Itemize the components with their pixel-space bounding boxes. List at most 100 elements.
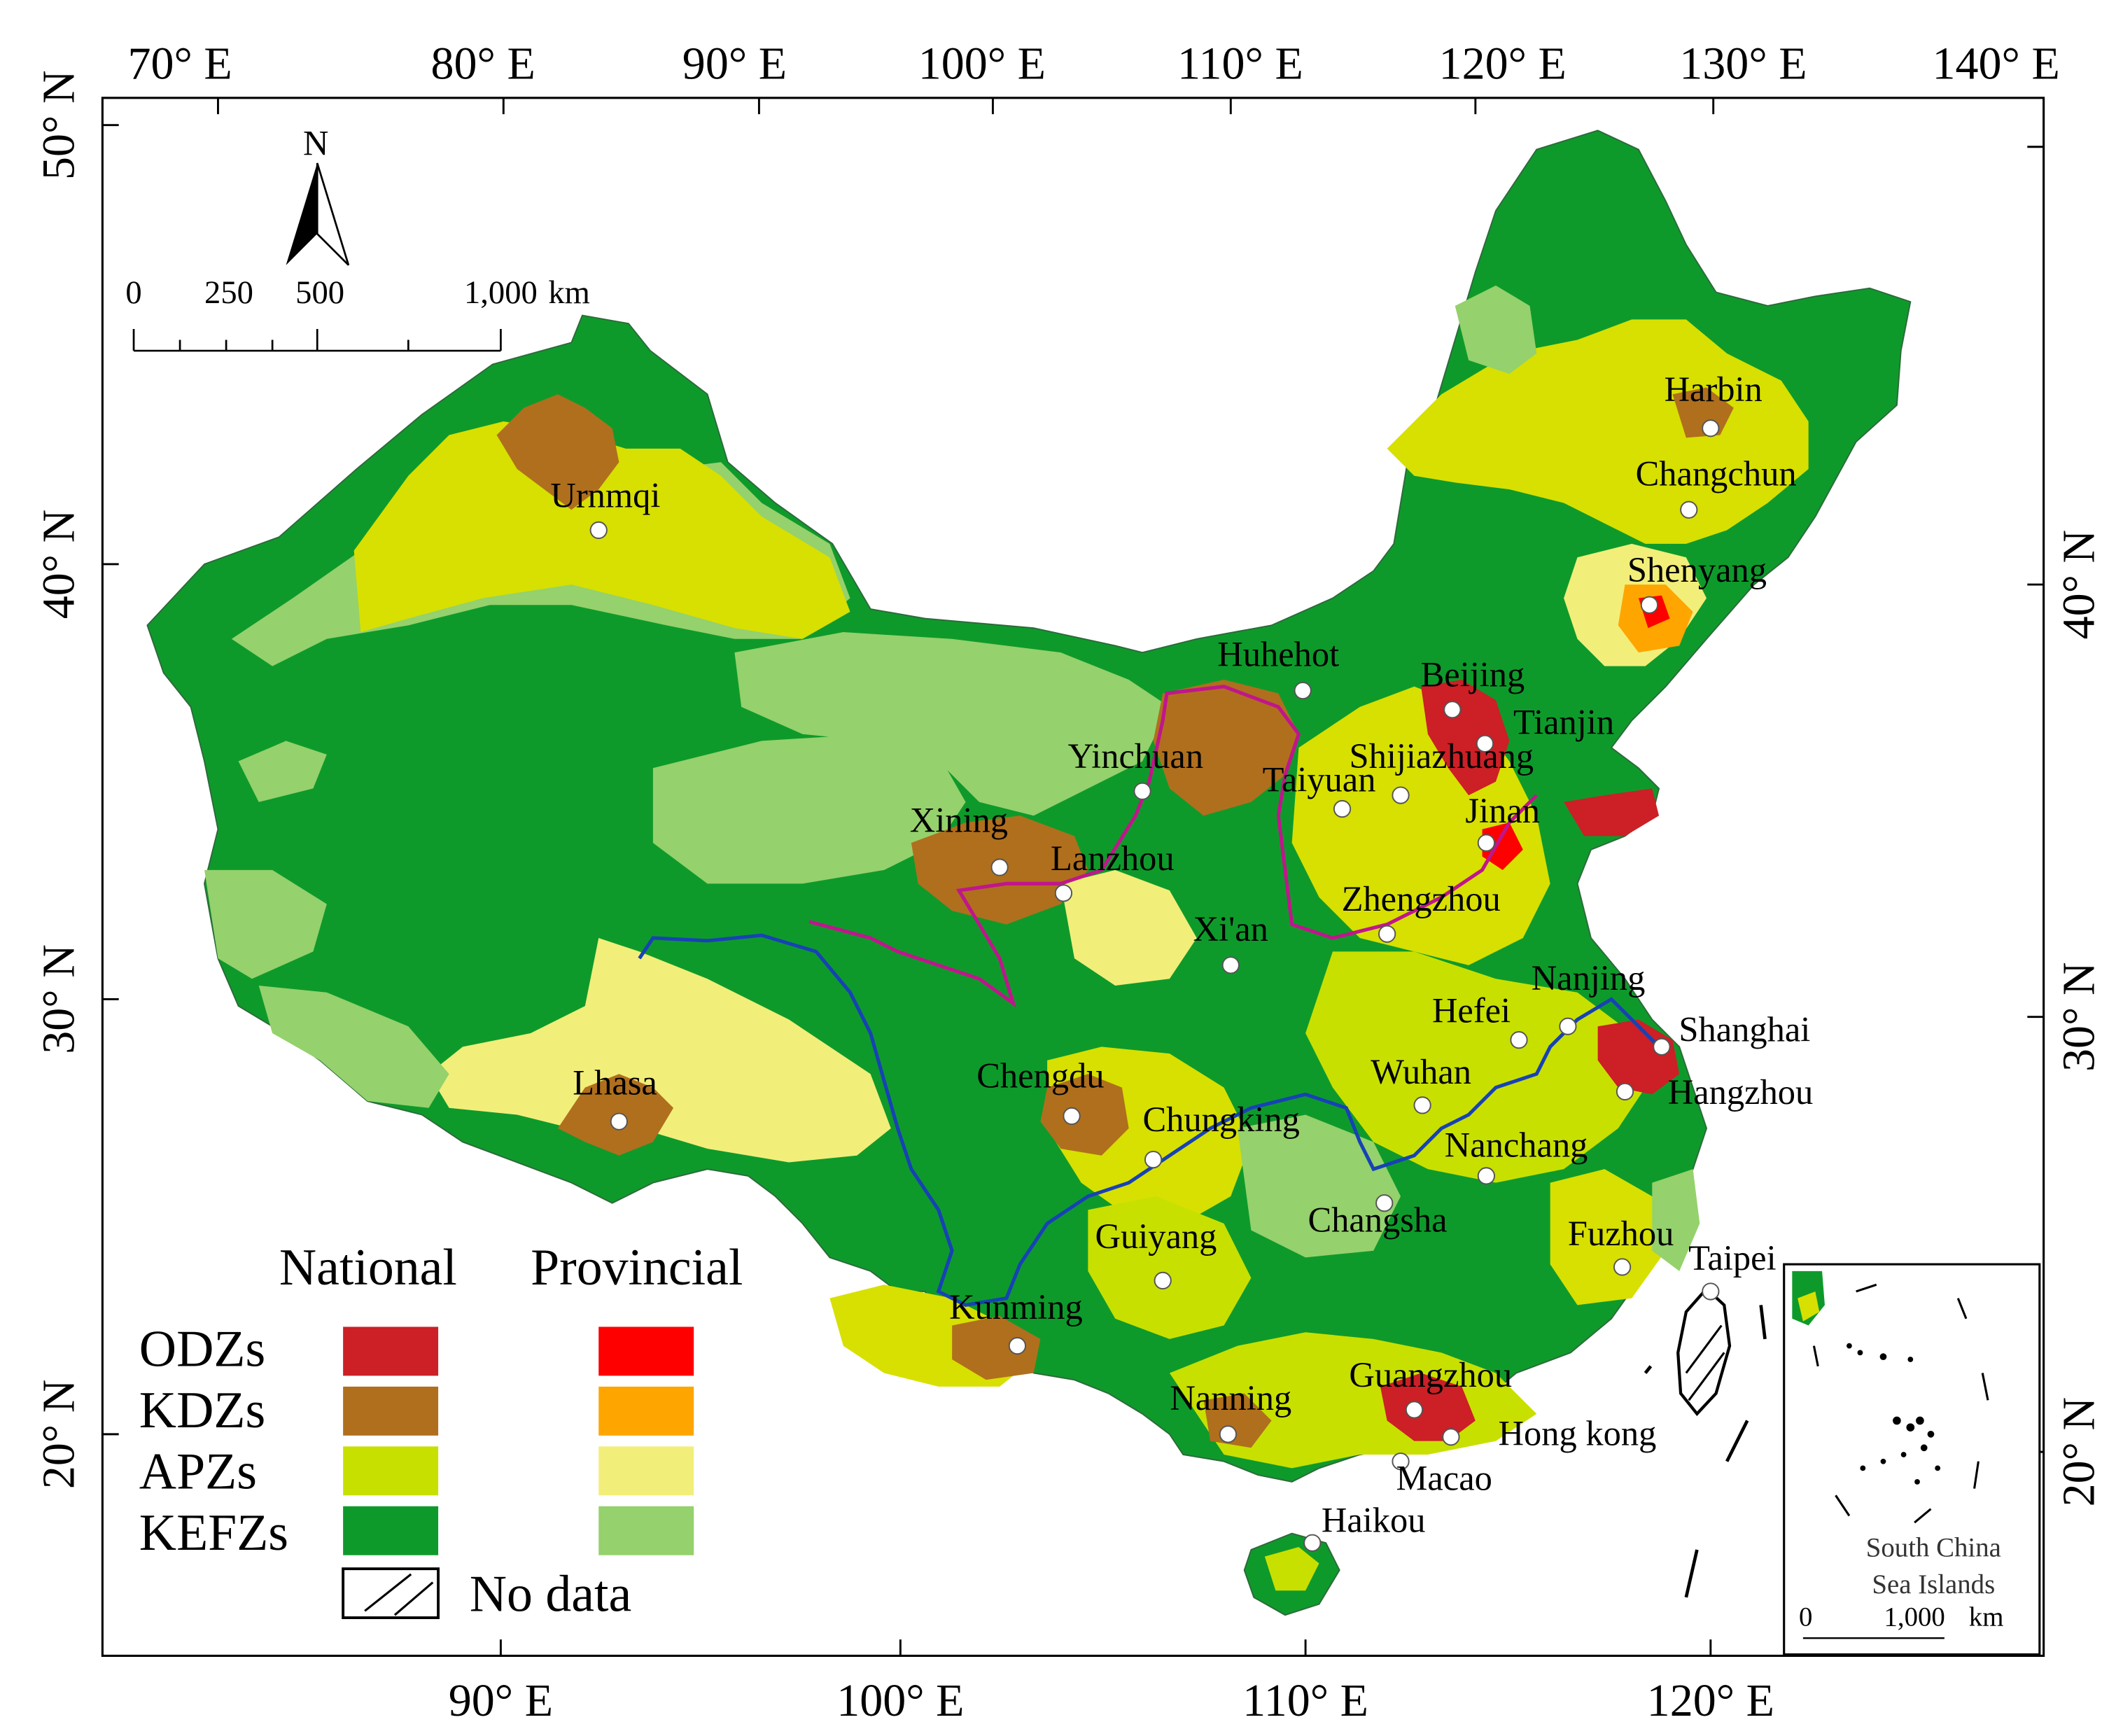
legend-swatch-odz-national bbox=[343, 1326, 439, 1376]
top-tick-label: 80° E bbox=[431, 38, 535, 90]
taiwan-no-data bbox=[1676, 1287, 1732, 1416]
zone-kdz-urumqi bbox=[496, 394, 619, 510]
city-label: Fuzhou bbox=[1568, 1214, 1674, 1253]
island-dot bbox=[1860, 1465, 1866, 1471]
legend-swatch-kefz-provincial bbox=[598, 1506, 694, 1555]
bottom-tick-label: 90° E bbox=[449, 1675, 553, 1726]
no-data-hatch bbox=[393, 1581, 434, 1616]
city-marker bbox=[1702, 419, 1720, 438]
city-label: Changchun bbox=[1636, 454, 1797, 493]
inset-dash bbox=[1812, 1345, 1819, 1367]
city-jinan: Jinan bbox=[1465, 791, 1540, 852]
city-label: Xi'an bbox=[1193, 909, 1268, 948]
city-nanjing: Nanjing bbox=[1532, 958, 1645, 1035]
city-marker bbox=[1392, 786, 1410, 804]
inset-coast-fragment-yellow bbox=[1798, 1291, 1820, 1322]
scale-tick-label: 1,000 bbox=[464, 274, 538, 311]
top-tick-label: 120° E bbox=[1439, 38, 1567, 90]
city-label: Lhasa bbox=[573, 1063, 657, 1102]
top-tick-label: 90° E bbox=[682, 38, 787, 90]
left-axis: 50° N 40° N 30° N 20° N bbox=[34, 70, 85, 1489]
inset-frame bbox=[1783, 1263, 2041, 1656]
city-marker bbox=[1378, 925, 1396, 943]
zone-apz-national-central-east bbox=[1305, 951, 1646, 1183]
city-changchun: Changchun bbox=[1636, 454, 1797, 519]
city-zhengzhou: Zhengzhou bbox=[1342, 879, 1501, 943]
legend-swatch-apz-national bbox=[343, 1446, 439, 1496]
city-haikou: Haikou bbox=[1303, 1501, 1426, 1552]
city-label: Guiyang bbox=[1095, 1217, 1217, 1256]
maritime-boundary-segments bbox=[1644, 1305, 1767, 1598]
zone-kdz-kunming bbox=[952, 1315, 1041, 1380]
left-tick-label: 30° N bbox=[34, 944, 85, 1054]
city-label: Beijing bbox=[1421, 655, 1525, 694]
island-dot bbox=[1906, 1423, 1915, 1432]
city-marker bbox=[1680, 500, 1698, 519]
city-marker bbox=[1144, 1150, 1163, 1169]
city-shenyang: Shenyang bbox=[1627, 550, 1767, 614]
city-marker bbox=[589, 521, 608, 540]
legend-row-label: ODZs bbox=[139, 1320, 265, 1378]
zone-kefz-provincial-tarim-west bbox=[204, 869, 327, 979]
inset-dash bbox=[1835, 1494, 1851, 1517]
city-marker bbox=[1653, 1037, 1671, 1056]
city-marker bbox=[1133, 782, 1151, 800]
inset-title-line-1: South China bbox=[1866, 1533, 2001, 1563]
bottom-axis-tick-marks bbox=[499, 1639, 1712, 1656]
city-shijiazhuang: Shijiazhuang bbox=[1350, 736, 1534, 804]
city-macao: Macao bbox=[1392, 1452, 1492, 1497]
city-marker bbox=[1008, 1337, 1027, 1355]
city-marker bbox=[1702, 1282, 1720, 1301]
no-data-hatch bbox=[364, 1573, 412, 1612]
legend-row-label: KDZs bbox=[139, 1381, 265, 1438]
city-label: Taipei bbox=[1688, 1238, 1776, 1278]
scale-tick-label: 500 bbox=[295, 274, 344, 311]
bottom-tick-label: 100° E bbox=[836, 1675, 964, 1726]
city-hangzhou: Hangzhou bbox=[1616, 1072, 1813, 1112]
bottom-tick-label: 120° E bbox=[1647, 1675, 1774, 1726]
city-label: Hefei bbox=[1432, 990, 1511, 1030]
city-label: Macao bbox=[1396, 1458, 1492, 1497]
island-dot bbox=[1893, 1416, 1901, 1425]
top-tick-label: 110° E bbox=[1177, 38, 1303, 90]
scale-unit-label: km bbox=[548, 274, 590, 311]
island-dot bbox=[1916, 1416, 1924, 1425]
island-dot bbox=[1935, 1465, 1941, 1471]
city-label: Hong kong bbox=[1499, 1413, 1657, 1452]
city-shanghai: Shanghai bbox=[1653, 1010, 1810, 1056]
legend-swatch-kdz-national bbox=[343, 1386, 439, 1436]
inset-islands bbox=[1847, 1343, 1941, 1485]
inset-dash bbox=[1914, 1508, 1932, 1524]
china-landmass bbox=[146, 130, 1912, 1616]
city-label: Jinan bbox=[1465, 791, 1540, 830]
yellow-river bbox=[808, 685, 1539, 1008]
left-tick-label: 40° N bbox=[34, 510, 85, 620]
city-xining: Xining bbox=[910, 801, 1009, 876]
city-marker bbox=[1613, 1258, 1632, 1276]
legend-row-label: KEFZs bbox=[139, 1504, 288, 1561]
inset-dash bbox=[1981, 1373, 1989, 1401]
city-nanchang: Nanchang bbox=[1445, 1126, 1588, 1185]
city-marker bbox=[1616, 1082, 1634, 1101]
top-tick-label: 130° E bbox=[1679, 38, 1807, 90]
legend-no-data-label: No data bbox=[470, 1564, 632, 1622]
city-changsha: Changsha bbox=[1308, 1194, 1448, 1239]
zone-apz-national-guizhou bbox=[1088, 1196, 1252, 1339]
legend-swatch-kefz-national bbox=[343, 1506, 439, 1555]
zone-apz-national-northeast bbox=[1387, 319, 1809, 544]
taiwan-outline bbox=[1676, 1287, 1732, 1416]
legend-header-national: National bbox=[279, 1238, 457, 1296]
left-tick-label: 50° N bbox=[34, 70, 85, 180]
city-marker bbox=[1294, 681, 1312, 700]
city-chungking: Chungking bbox=[1142, 1100, 1300, 1169]
city-marker bbox=[1333, 799, 1352, 818]
city-taiyuan: Taiyuan bbox=[1263, 760, 1375, 818]
scale-tick-label: 0 bbox=[125, 274, 141, 311]
city-taipei: Taipei bbox=[1688, 1238, 1777, 1301]
legend-swatch-kdz-provincial bbox=[598, 1386, 694, 1436]
city-guiyang: Guiyang bbox=[1095, 1217, 1217, 1290]
top-axis-tick-marks bbox=[217, 97, 1715, 115]
inset-scale-end: 1,000 bbox=[1884, 1602, 1945, 1632]
zone-apz-provincial-tibet bbox=[428, 938, 891, 1163]
